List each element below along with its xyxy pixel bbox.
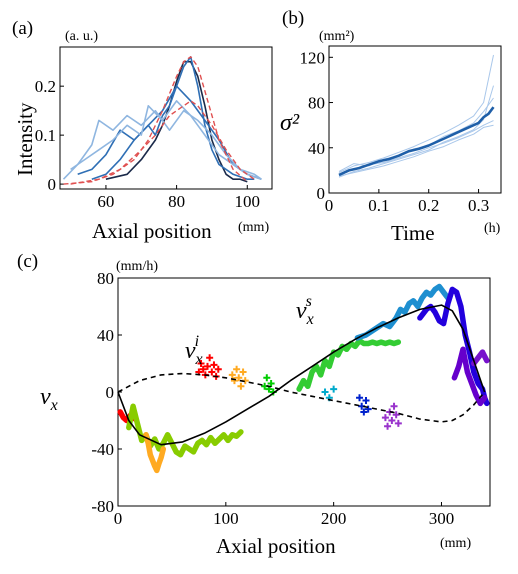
panel-c-annotations: vxi vxs: [185, 293, 314, 368]
panel-b-x-unit: (h): [484, 221, 501, 236]
panel-a-x-tick-label: 80: [168, 192, 185, 211]
panel-c-x-tick-label: 100: [213, 509, 239, 528]
panel-c-y-tick-label: -80: [91, 497, 114, 516]
panel-c-data-point: [197, 360, 205, 367]
panel-a-series-line: [105, 60, 248, 183]
panel-c-data-point: [356, 394, 364, 402]
panel-a-series: [62, 56, 262, 185]
panel-b-frame: [328, 45, 502, 194]
panel-c-x-title: Axial position: [216, 534, 336, 558]
panel-c-ticks: 0 100 200 300 -80 -40 0 40 80: [91, 269, 454, 528]
panel-b-y-tick-label: 120: [300, 48, 326, 67]
panel-c-data-trace: [126, 403, 244, 458]
panel-c-data-point: [267, 379, 275, 387]
panel-c-data-trace: [354, 283, 451, 341]
panel-c-data-point: [208, 368, 216, 376]
panel-b-trial-line: [338, 85, 494, 178]
panel-c-data-point: [381, 414, 389, 422]
panel-c-data-point: [233, 365, 241, 373]
panel-a-frame: [59, 46, 273, 190]
panel-c-data-point: [392, 411, 400, 419]
panel-c-data-trace: [296, 337, 402, 392]
panel-c-data-point: [263, 374, 271, 382]
panel-b-mean-line: [338, 106, 495, 177]
panel-c-model-lines: [117, 304, 486, 446]
panel-b-x-title: Time: [391, 221, 435, 245]
panel-c-y-unit: (mm/h): [116, 259, 158, 274]
panel-c-data-point: [235, 374, 243, 382]
panel-a-series-line: [91, 56, 255, 180]
panel-c-series: [117, 283, 490, 474]
panel-c-data-point: [390, 402, 398, 410]
panel-c-model-line: [117, 372, 486, 423]
panel-c-x-tick-label: 0: [114, 509, 123, 528]
panel-b-x-tick-label: 0.2: [418, 196, 439, 215]
panel-b-label: (b): [282, 8, 304, 29]
panel-c-x-tick-label: 300: [429, 509, 455, 528]
panel-c-data-point: [239, 368, 247, 376]
panel-a-x-tick-label: 60: [97, 192, 114, 211]
panel-c-x-unit: (mm): [440, 536, 471, 551]
panel-c-data-point: [394, 419, 402, 427]
panel-c-data-point: [330, 385, 338, 393]
panel-c-data-trace: [451, 346, 488, 407]
panel-b-trial-line: [338, 124, 494, 177]
panel-a-x-title: Axial position: [92, 219, 212, 243]
panel-a-y-tick-label: 0.1: [35, 126, 56, 145]
panel-a-series-line: [70, 100, 262, 180]
panel-c-data-point: [206, 354, 214, 362]
panel-c-data-trace: [143, 432, 167, 474]
panel-a-y-title: Intensity: [13, 102, 37, 176]
panel-c-data-trace: [417, 286, 490, 407]
panel-c-annotation: vxi: [185, 333, 203, 368]
panel-b-ticks: 0 0.1 0.2 0.3 0 40 80 120: [300, 48, 490, 215]
panel-c-data-point: [360, 408, 368, 416]
panel-b-y-tick-label: 0: [317, 184, 326, 203]
panel-a-x-tick-label: 100: [235, 192, 261, 211]
panel-b-y-tick-label: 40: [308, 139, 325, 158]
panel-c-data-point: [388, 417, 396, 424]
panel-c-data-point: [230, 377, 238, 385]
panel-c-annotation: vxs: [296, 293, 314, 328]
panel-c-model-line: [117, 304, 486, 446]
panel-c-data-point: [210, 361, 218, 369]
panel-c-data-point: [362, 397, 370, 405]
panel-c-data-point: [237, 382, 245, 390]
panel-a-x-unit: (mm): [238, 220, 269, 235]
panel-b: (b) (mm²) 0 0.1 0.2 0.3 0 40 80 120 σ² Time (h): [280, 8, 502, 245]
panel-b-y-tick-label: 80: [308, 94, 325, 113]
panel-b-series: [338, 54, 495, 178]
panel-c-data-point: [214, 365, 222, 373]
panel-c-x-tick-label: 200: [321, 509, 347, 528]
panel-a-ticks: 60 80 100 0 0.1 0.2: [35, 77, 260, 211]
panel-c-y-tick-label: 0: [106, 383, 115, 402]
panel-c-data-point: [384, 422, 392, 430]
panel-b-x-tick-label: 0.3: [468, 196, 489, 215]
panel-c-y-tick-label: -40: [91, 440, 114, 459]
panel-c-data-trace: [471, 349, 490, 367]
panel-a-y-tick-label: 0: [48, 175, 57, 194]
panel-c-data-point: [228, 371, 236, 379]
panel-b-trial-line: [338, 54, 494, 174]
panel-c-data-point: [321, 388, 329, 396]
panel-a-series-line: [70, 100, 255, 185]
panel-b-y-title: σ²: [280, 110, 300, 136]
panel-c-y-tick-label: 40: [97, 326, 114, 345]
panel-a-y-unit: (a. u.): [65, 29, 98, 44]
panel-b-x-tick-label: 0.1: [368, 196, 389, 215]
panel-b-trial-line: [338, 97, 494, 172]
panel-c-label: (c): [17, 251, 38, 272]
panel-b-x-tick-label: 0: [325, 196, 334, 215]
panel-a-y-tick-label: 0.2: [35, 77, 56, 96]
panel-b-y-unit: (mm²): [319, 29, 355, 44]
panel-a-series-line: [63, 56, 248, 185]
panel-c-y-title: vx: [40, 384, 58, 414]
panel-c-y-tick-label: 80: [97, 269, 114, 288]
panel-c-data-point: [203, 362, 211, 370]
panel-a-label: (a): [12, 18, 33, 39]
panel-a: (a) (a. u.) 60 80 100 0 0.1 0.2 Intensity Axi…: [12, 18, 273, 243]
panel-c-data-point: [199, 365, 207, 373]
